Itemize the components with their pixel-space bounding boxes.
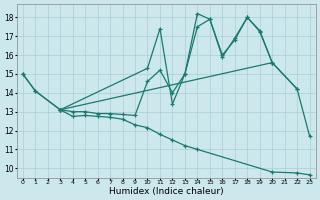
X-axis label: Humidex (Indice chaleur): Humidex (Indice chaleur) bbox=[109, 187, 223, 196]
